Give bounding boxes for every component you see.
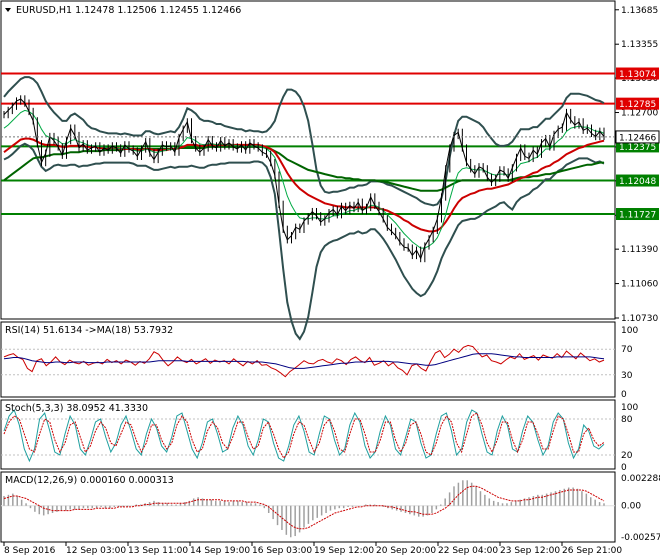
stoch-tick-label: 100 <box>621 403 638 413</box>
rsi-panel <box>1 344 615 378</box>
x-tick-label: 16 Sep 03:00 <box>252 546 312 556</box>
main-panel-frame <box>0 0 616 320</box>
x-tick-label: 20 Sep 20:00 <box>376 546 436 556</box>
macd-tick-label: 0.002288 <box>621 474 660 484</box>
x-tick-label: 13 Sep 11:00 <box>128 546 188 556</box>
level-tag-label: 1.11727 <box>619 211 656 221</box>
level-tag-label: 1.12375 <box>619 143 656 153</box>
rsi-tick-label: 100 <box>621 326 638 336</box>
main-y-tick-label: 1.10730 <box>621 314 658 324</box>
x-tick-label: 19 Sep 12:00 <box>314 546 374 556</box>
macd-panel <box>1 480 615 538</box>
level-tag-label: 1.12785 <box>619 100 656 110</box>
rsi-tick-label: 30 <box>621 371 633 381</box>
current-price-tag <box>615 130 660 144</box>
x-tick-label: 8 Sep 2016 <box>4 546 56 556</box>
rsi-tick-label: 0 <box>621 390 627 400</box>
main-y-tick-label: 1.13685 <box>621 6 658 16</box>
x-tick-label: 22 Sep 04:00 <box>438 546 498 556</box>
level-tag <box>616 174 659 187</box>
stoch-panel <box>1 409 615 463</box>
macd-signal-line <box>3 485 605 530</box>
macd-tick-label: 0.00 <box>621 502 641 512</box>
rsi-panel-frame <box>0 321 616 398</box>
rsi-header: RSI(14) 51.6134 ->MA(18) 53.7932 <box>5 325 173 336</box>
stoch-panel-frame <box>0 399 616 470</box>
price-line <box>3 98 605 260</box>
stoch-tick-label: 20 <box>621 451 633 461</box>
x-tick-label: 23 Sep 12:00 <box>500 546 560 556</box>
chart-dropdown-icon[interactable] <box>5 8 11 12</box>
current-price-label: 1.12466 <box>619 133 656 143</box>
macd-header: MACD(12,26,9) 0.000160 0.000313 <box>5 475 174 486</box>
x-tick-label: 14 Sep 19:00 <box>190 546 250 556</box>
x-tick-label: 26 Sep 21:00 <box>562 546 622 556</box>
level-tag <box>616 67 659 80</box>
main-y-tick-label: 1.12700 <box>621 109 658 119</box>
stoch-header: Stoch(5,3,3) 38.0952 41.3330 <box>5 403 148 414</box>
axes: 1.136851.133551.130301.127001.123701.120… <box>3 6 660 556</box>
x-tick-label: 12 Sep 03:00 <box>66 546 126 556</box>
macd-tick-label: -0.002579 <box>621 533 660 543</box>
stoch-k-line <box>3 409 605 463</box>
symbol-header: EURUSD,H1 1.12478 1.12506 1.12455 1.1246… <box>16 5 241 16</box>
main-price-panel <box>1 72 615 341</box>
level-tag <box>616 208 659 221</box>
main-y-tick-label: 1.11390 <box>621 245 658 255</box>
rsi-tick-label: 70 <box>621 345 633 355</box>
bollinger-upper-line <box>3 76 605 207</box>
bollinger-lower-line <box>3 142 605 341</box>
stoch-tick-label: 80 <box>621 415 633 425</box>
level-tag <box>616 97 659 110</box>
level-tag-label: 1.13074 <box>619 70 656 80</box>
main-y-tick-label: 1.11060 <box>621 280 658 290</box>
level-tag-label: 1.12048 <box>619 177 656 187</box>
stoch-tick-label: 0 <box>621 463 627 473</box>
rsi-ma-line <box>3 353 605 369</box>
main-y-tick-label: 1.13355 <box>621 40 658 50</box>
